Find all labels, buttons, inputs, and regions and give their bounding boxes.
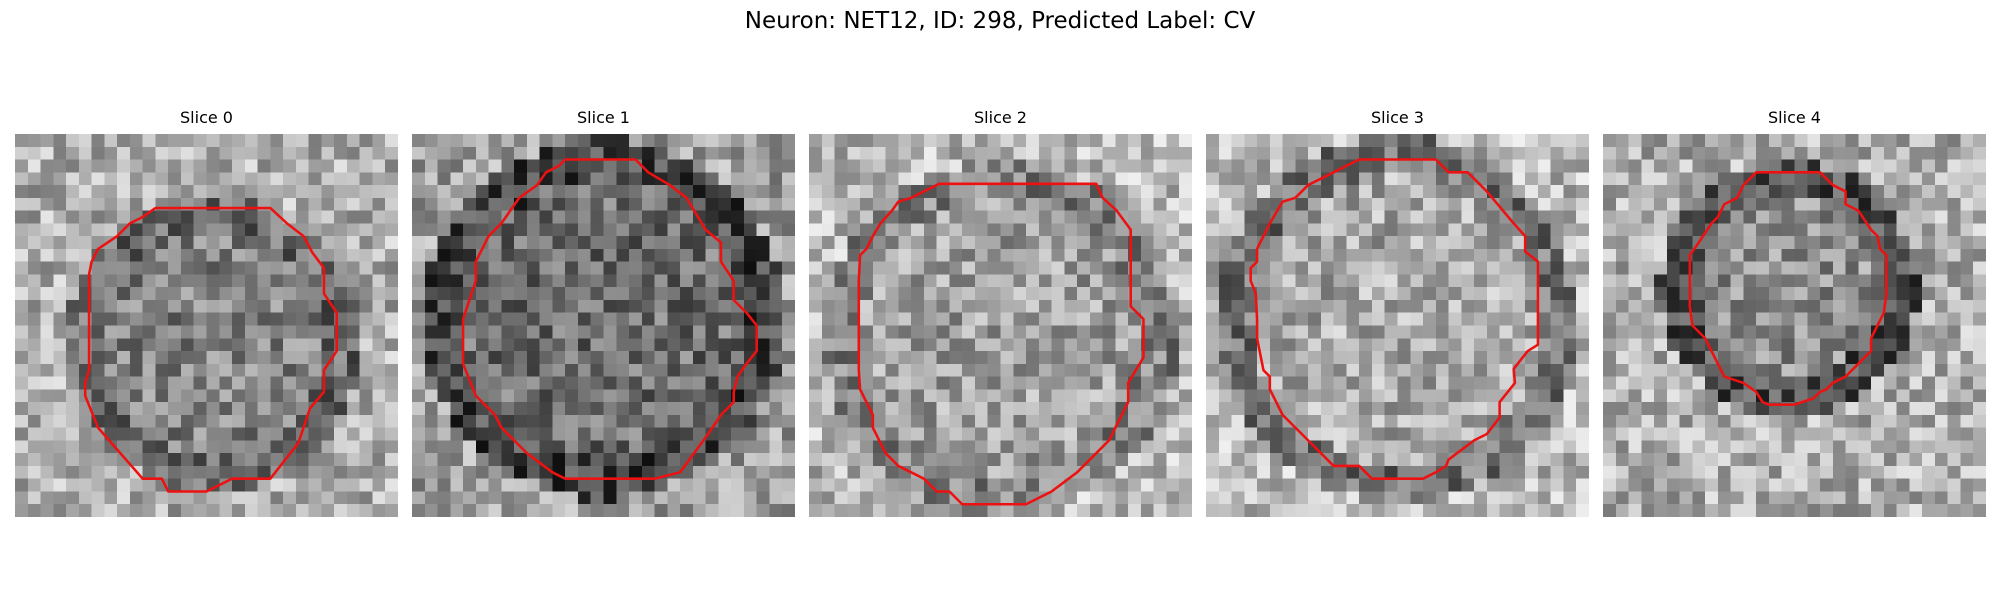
slice-title-2: Slice 2: [974, 108, 1027, 127]
slice-title-1: Slice 1: [577, 108, 630, 127]
slice-panel-3: Slice 3: [1206, 108, 1589, 518]
slice-image-4: [1603, 134, 1986, 517]
segmentation-contour-4: [1688, 171, 1888, 406]
segmentation-contour-3: [1249, 158, 1540, 480]
slice-title-3: Slice 3: [1371, 108, 1424, 127]
slice-image-2: [809, 134, 1192, 517]
segmentation-contour-1: [461, 158, 758, 480]
slice-panel-0: Slice 0: [15, 108, 398, 518]
segmentation-contour-2: [857, 182, 1145, 506]
figure-title: Neuron: NET12, ID: 298, Predicted Label:…: [744, 8, 1256, 34]
slice-image-0: [15, 134, 398, 517]
slice-panel-1: Slice 1: [412, 108, 795, 518]
slice-image-1: [412, 134, 795, 517]
slice-title-0: Slice 0: [180, 108, 233, 127]
slice-panel-2: Slice 2: [809, 108, 1192, 518]
slice-image-3: [1206, 134, 1589, 517]
segmentation-contour-0: [83, 206, 338, 493]
slice-panel-4: Slice 4: [1603, 108, 1986, 518]
slice-title-4: Slice 4: [1768, 108, 1821, 127]
